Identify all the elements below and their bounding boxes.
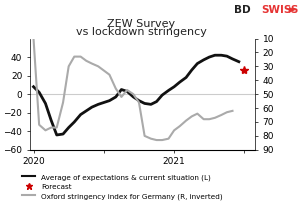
Text: ZEW Survey: ZEW Survey	[107, 19, 175, 29]
Text: BD: BD	[234, 5, 250, 15]
Text: SWISS: SWISS	[261, 5, 298, 15]
Text: vs lockdown stringency: vs lockdown stringency	[76, 27, 206, 37]
Legend: Average of expectations & current situation (L), Forecast, Oxford stringency ind: Average of expectations & current situat…	[22, 173, 223, 200]
Text: ▶: ▶	[289, 5, 296, 14]
